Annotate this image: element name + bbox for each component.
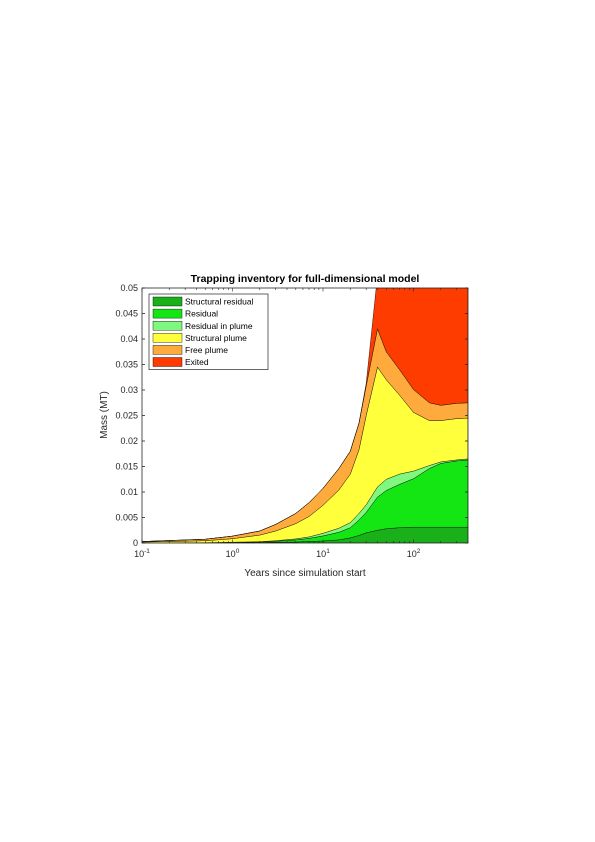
legend-swatch <box>152 296 183 307</box>
y-tick-label: 0.025 <box>115 411 138 421</box>
y-tick-label: 0.05 <box>120 283 138 293</box>
x-axis-label: Years since simulation start <box>244 568 366 579</box>
x-axis: 10-1 100 101 102 <box>134 288 469 559</box>
y-tick-label: 0.045 <box>115 309 138 319</box>
x-tick-label: 10-1 <box>134 548 150 559</box>
legend-label: Structural residual <box>185 297 254 307</box>
x-tick-label: 102 <box>407 548 421 559</box>
legend-label: Exited <box>185 357 209 367</box>
x-tick-label: 100 <box>226 548 240 559</box>
legend: Structural residual Residual Residual in p… <box>148 293 269 370</box>
legend-label: Free plume <box>185 345 228 355</box>
legend-label: Residual <box>185 309 218 319</box>
y-tick-label: 0.04 <box>120 334 138 344</box>
y-tick-label: 0.02 <box>120 436 138 446</box>
chart-title: Trapping inventory for full-dimensional … <box>191 273 420 285</box>
legend-swatch <box>152 308 183 319</box>
legend-swatch <box>152 321 183 331</box>
y-tick-label: 0.01 <box>120 487 138 497</box>
y-axis: 0 0.005 0.01 0.015 0.02 0.025 0.03 0.035 0.04 0.0… <box>115 283 468 548</box>
x-tick-label: 101 <box>316 548 330 559</box>
legend-box <box>148 293 269 370</box>
area-layers <box>142 288 468 543</box>
legend-swatch <box>152 345 183 355</box>
legend-label: Structural plume <box>185 333 247 343</box>
legend-swatch <box>152 357 183 367</box>
y-tick-label: 0.015 <box>115 462 138 472</box>
y-tick-label: 0.005 <box>115 513 138 523</box>
area-exited <box>142 288 468 542</box>
legend-swatch <box>152 333 183 343</box>
y-tick-label: 0 <box>133 538 138 548</box>
y-axis-label: Mass (MT) <box>99 391 110 439</box>
y-tick-label: 0.035 <box>115 360 138 370</box>
legend-label: Residual in plume <box>185 321 253 331</box>
y-tick-label: 0.03 <box>120 385 138 395</box>
